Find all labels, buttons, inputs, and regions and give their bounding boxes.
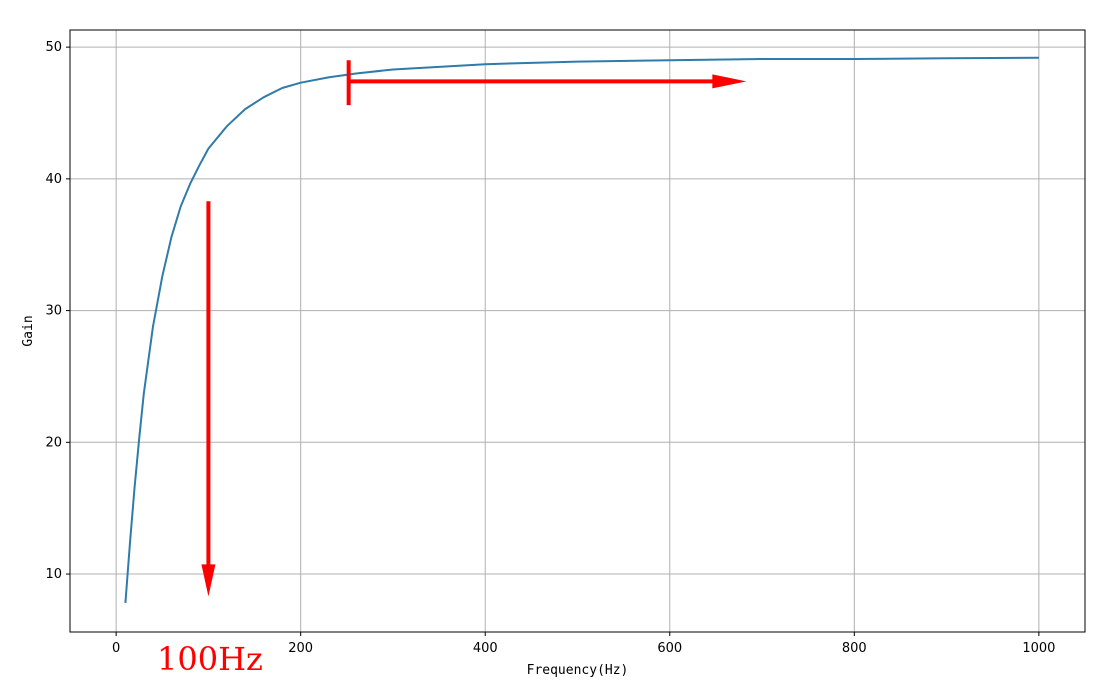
gain-curve-layer	[124, 56, 1039, 604]
annotation-vertical-arrowhead	[201, 564, 216, 597]
x-tick-label: 600	[657, 641, 682, 656]
y-tick-label: 50	[45, 40, 62, 55]
x-tick-label: 400	[473, 641, 498, 656]
x-tick-label: 800	[842, 641, 867, 656]
y-tick-label: 20	[45, 435, 62, 450]
x-tick-label: 200	[288, 641, 313, 656]
gain-curve	[124, 56, 1039, 604]
y-axis-label: Gain	[21, 315, 36, 346]
y-tick-label: 40	[45, 172, 62, 187]
y-tick-label: 30	[45, 304, 62, 319]
y-tick-label: 10	[45, 567, 62, 582]
plot-frame	[69, 29, 1086, 633]
annotation-horizontal-arrowhead	[712, 74, 747, 89]
axis-ticks: 0 200 400 600 800 1000 10 20 30 40 50	[45, 40, 1055, 656]
x-tick-label: 1000	[1022, 641, 1055, 656]
x-axis-label: Frequency(Hz)	[527, 663, 629, 678]
grid-lines	[70, 30, 1085, 632]
x-tick-label: 0	[112, 641, 120, 656]
annotation-100hz-label: 100Hz	[157, 640, 263, 678]
annotations	[201, 60, 747, 597]
